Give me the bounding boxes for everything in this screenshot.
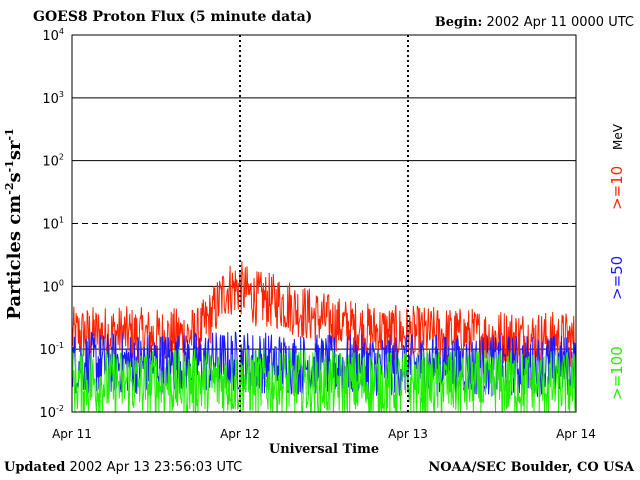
updated-value: 2002 Apr 13 23:56:03 UTC xyxy=(69,460,243,475)
y-tick-label: 102 xyxy=(42,153,64,170)
begin-label: Begin: xyxy=(434,15,483,30)
y-tick-label: 10-2 xyxy=(39,404,64,421)
series-layer xyxy=(71,261,577,414)
begin-value: 2002 Apr 11 0000 UTC xyxy=(486,15,634,30)
chart-title: GOES8 Proton Flux (5 minute data) xyxy=(33,9,313,25)
y-tick-label: 100 xyxy=(42,278,64,295)
begin-timestamp: Begin: 2002 Apr 11 0000 UTC xyxy=(435,15,634,30)
y-tick-label: 101 xyxy=(42,216,64,233)
x-tick-label: Apr 12 xyxy=(220,427,260,441)
x-tick-labels: Apr 11 Apr 12 Apr 13 Apr 14 xyxy=(52,427,596,441)
x-tick-label: Apr 11 xyxy=(52,427,92,441)
y-tick-label: 10-1 xyxy=(39,341,64,358)
legend-entry: >=10 xyxy=(608,166,626,210)
legend-entry: >=50 xyxy=(608,256,626,300)
legend-entry: >=100 xyxy=(608,346,626,400)
y-tick-labels: 104 103 102 101 100 10-1 10-2 xyxy=(39,27,64,421)
plot-frame xyxy=(71,34,577,413)
y-tick-label: 104 xyxy=(42,27,64,44)
updated-label: Updated xyxy=(4,460,66,475)
y-axis-label: Particles cm-2s-1sr-1 xyxy=(3,128,25,319)
updated-timestamp: Updated 2002 Apr 13 23:56:03 UTC xyxy=(4,460,242,475)
legend: >=100 >=50 >=10 MeV xyxy=(608,123,626,400)
credit-text: NOAA/SEC Boulder, CO USA xyxy=(428,460,634,475)
legend-unit: MeV xyxy=(611,123,625,150)
x-tick-label: Apr 13 xyxy=(388,427,428,441)
y-tick-label: 103 xyxy=(42,90,64,107)
x-axis-label: Universal Time xyxy=(269,442,379,457)
x-tick-label: Apr 14 xyxy=(556,427,596,441)
